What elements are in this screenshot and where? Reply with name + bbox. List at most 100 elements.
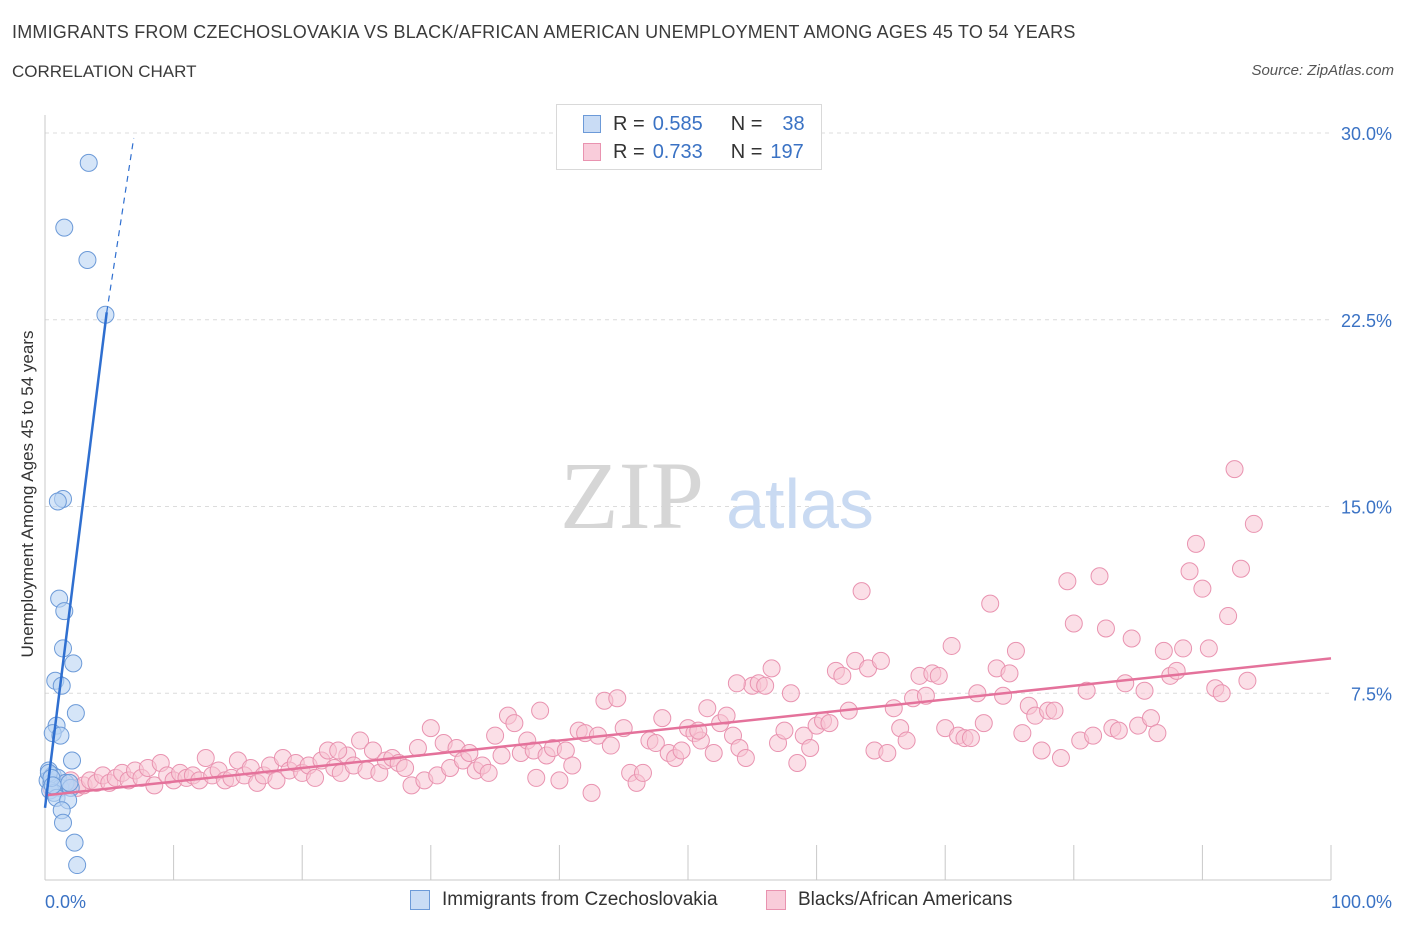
pink-point — [646, 734, 665, 753]
pink-point — [1051, 748, 1070, 767]
pink-point — [363, 741, 382, 760]
pink-point — [833, 666, 852, 685]
bottom-legend-blue: Immigrants from Czechoslovakia — [410, 889, 718, 911]
pink-point — [601, 736, 620, 755]
pink-point — [460, 744, 479, 763]
pink-point — [563, 756, 582, 775]
pink-point — [479, 763, 498, 782]
pink-point — [421, 719, 440, 738]
grid-lines — [45, 132, 1331, 694]
legend-n-label: N = — [730, 112, 763, 135]
pink-point — [1000, 664, 1019, 683]
pink-point — [550, 771, 569, 790]
pink-point — [929, 666, 948, 685]
pink-point — [527, 768, 546, 787]
pink-point — [1058, 572, 1077, 591]
legend-swatch-pink — [583, 143, 601, 161]
pink-point — [1148, 724, 1167, 743]
blue-point — [78, 250, 97, 269]
legend-row-blue: R = 0.585 N = 38 — [583, 111, 805, 137]
pink-point — [1077, 681, 1096, 700]
pink-point — [961, 729, 980, 748]
watermark-zip: ZIP — [560, 442, 704, 549]
bottom-legend-label-blue: Immigrants from Czechoslovakia — [442, 889, 718, 910]
blue-point — [63, 751, 82, 770]
pink-point — [1116, 674, 1135, 693]
pink-point — [1006, 641, 1025, 660]
legend-r-value: 0.585 — [652, 112, 703, 135]
pink-point — [1045, 701, 1064, 720]
tick-labels: 7.5% 15.0% 22.5% 30.0% 0.0% 100.0% — [45, 124, 1392, 912]
pink-series-points — [42, 460, 1263, 802]
pink-point — [1084, 726, 1103, 745]
y-tick-label-2: 22.5% — [1341, 311, 1392, 331]
pink-point — [1186, 534, 1205, 553]
legend-r-value: 0.733 — [652, 140, 703, 163]
pink-point — [1193, 579, 1212, 598]
pink-point — [852, 582, 871, 601]
y-axis-label: Unemployment Among Ages 45 to 54 years — [18, 331, 37, 658]
pink-point — [608, 689, 627, 708]
pink-point — [1219, 607, 1238, 626]
pink-point — [981, 594, 1000, 613]
pink-point — [1064, 614, 1083, 633]
pink-point — [582, 783, 601, 802]
pink-point — [994, 686, 1013, 705]
pink-point — [672, 741, 691, 760]
bottom-legend-pink: Blacks/African Americans — [766, 889, 1012, 911]
pink-point — [1225, 460, 1244, 479]
pink-point — [351, 731, 370, 750]
bottom-legend-swatch-blue — [410, 890, 430, 910]
pink-point — [1238, 671, 1257, 690]
chart-title: IMMIGRANTS FROM CZECHOSLOVAKIA VS BLACK/… — [12, 22, 1076, 42]
pink-point — [1212, 684, 1231, 703]
pink-point — [775, 721, 794, 740]
source-label: Source: ZipAtlas.com — [1251, 62, 1394, 79]
legend-swatch-blue — [583, 115, 601, 133]
pink-point — [1090, 567, 1109, 586]
legend-row-pink: R = 0.733 N = 197 — [583, 139, 804, 165]
chart-subtitle: CORRELATION CHART — [12, 62, 197, 81]
blue-point — [79, 153, 98, 172]
legend-n-value: 38 — [782, 112, 805, 135]
pink-point — [878, 744, 897, 763]
blue-trend-line — [43, 312, 108, 808]
blue-point — [48, 492, 67, 511]
pink-point — [820, 714, 839, 733]
pink-point — [968, 684, 987, 703]
blue-trend-extension — [106, 137, 135, 313]
pink-point — [492, 746, 511, 765]
pink-point — [762, 659, 781, 678]
trend-lines — [43, 137, 1332, 808]
pink-point — [704, 744, 723, 763]
pink-point — [1154, 641, 1173, 660]
y-tick-label-0: 7.5% — [1351, 684, 1392, 704]
blue-point — [54, 813, 73, 832]
pink-point — [974, 714, 993, 733]
pink-point — [396, 758, 415, 777]
pink-point — [781, 684, 800, 703]
legend-n-value: 197 — [770, 140, 804, 163]
legend-n-label: N = — [730, 140, 763, 163]
pink-point — [727, 674, 746, 693]
pink-point — [1122, 629, 1141, 648]
blue-point — [66, 704, 85, 723]
pink-point — [756, 676, 775, 695]
bottom-legend-label-pink: Blacks/African Americans — [798, 889, 1013, 910]
pink-point — [1174, 639, 1193, 658]
blue-point — [60, 773, 79, 792]
pink-point — [1096, 619, 1115, 638]
pink-point — [1013, 724, 1032, 743]
pink-point — [306, 768, 325, 787]
watermark-atlas: atlas — [726, 465, 874, 543]
pink-point — [788, 753, 807, 772]
pink-point — [1180, 562, 1199, 581]
pink-point — [717, 706, 736, 725]
pink-point — [801, 739, 820, 758]
pink-point — [942, 636, 961, 655]
blue-point — [68, 856, 87, 875]
bottom-legend-swatch-pink — [766, 890, 786, 910]
pink-point — [884, 699, 903, 718]
y-tick-label-3: 30.0% — [1341, 124, 1392, 144]
